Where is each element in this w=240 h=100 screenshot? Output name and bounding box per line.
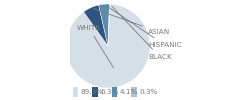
Text: 4.1%: 4.1% — [120, 89, 138, 95]
Wedge shape — [108, 4, 110, 46]
Text: HISPANIC: HISPANIC — [106, 6, 182, 48]
Text: WHITE: WHITE — [77, 25, 114, 68]
FancyBboxPatch shape — [92, 87, 98, 97]
Text: ASIAN: ASIAN — [93, 9, 170, 35]
Text: 89.3%: 89.3% — [81, 89, 104, 95]
Wedge shape — [66, 4, 150, 88]
Text: 0.3%: 0.3% — [139, 89, 158, 95]
FancyBboxPatch shape — [112, 87, 118, 97]
Text: BLACK: BLACK — [112, 6, 172, 60]
FancyBboxPatch shape — [132, 87, 137, 97]
Wedge shape — [84, 5, 108, 46]
Wedge shape — [99, 4, 109, 46]
Text: 6.3%: 6.3% — [101, 89, 119, 95]
FancyBboxPatch shape — [73, 87, 78, 97]
